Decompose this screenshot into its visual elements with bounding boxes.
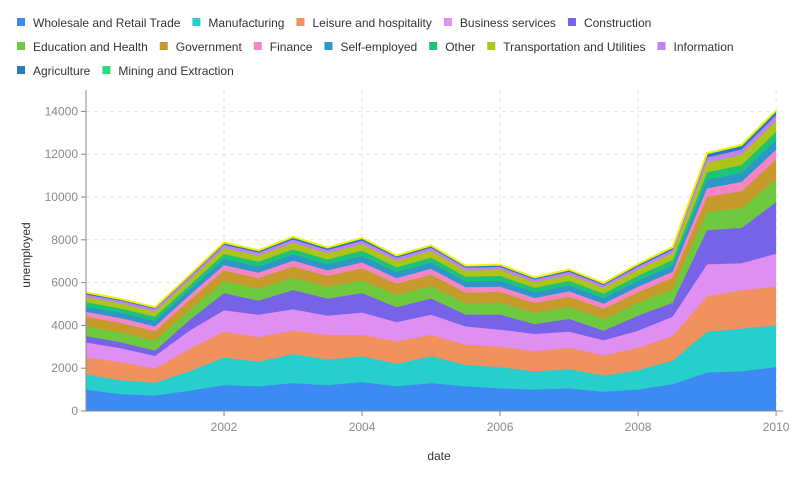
stack-top-outline [85,109,777,309]
legend-item-other[interactable]: Other [429,40,475,54]
y-axis-title: unemployed [19,222,33,287]
area-manufacturing [86,325,777,396]
legend-item-transportation-and-utilities[interactable]: Transportation and Utilities [487,40,646,54]
legend-item-construction[interactable]: Construction [567,16,651,30]
area-wholesale-and-retail-trade [86,367,777,411]
legend-label: Manufacturing [208,16,284,30]
legend-label: Business services [460,16,556,30]
x-tick-label: 2006 [487,420,514,434]
x-tick-label: 2002 [211,420,238,434]
y-tick-label: 2000 [51,361,78,375]
legend-swatch [17,66,25,74]
legend-label: Government [176,40,243,54]
legend-swatch [253,42,262,50]
legend-swatch [429,42,438,50]
ticks: 0 2000 4000 6000 8000 10000 12000 14000 2002 2004… [45,104,790,434]
legend: Wholesale and Retail Trade Manufacturing L… [17,16,734,78]
legend-label: Self-employed [340,40,417,54]
legend-item-education-and-health[interactable]: Education and Health [17,40,148,54]
legend-item-self-employed[interactable]: Self-employed [324,40,417,54]
legend-swatch [487,42,496,50]
y-tick-label: 8000 [51,233,78,247]
legend-label: Transportation and Utilities [503,40,645,54]
y-tick-label: 4000 [51,318,78,332]
legend-item-agriculture[interactable]: Agriculture [17,64,91,78]
y-tick-label: 0 [71,404,78,418]
legend-swatch [657,42,666,50]
legend-item-wholesale-and-retail-trade[interactable]: Wholesale and Retail Trade [17,16,181,30]
legend-label: Information [674,40,734,54]
legend-swatch [102,66,111,74]
legend-item-finance[interactable]: Finance [253,40,313,54]
legend-item-manufacturing[interactable]: Manufacturing [192,16,284,30]
legend-swatch [567,18,576,26]
legend-item-mining-and-extraction[interactable]: Mining and Extraction [102,64,234,78]
legend-label: Other [445,40,475,54]
y-tick-label: 10000 [45,190,79,204]
legend-label: Leisure and hospitality [312,16,431,30]
legend-item-leisure-and-hospitality[interactable]: Leisure and hospitality [296,16,432,30]
legend-swatch [324,42,333,50]
legend-label: Construction [584,16,651,30]
legend-item-business-services[interactable]: Business services [443,16,556,30]
legend-label: Wholesale and Retail Trade [33,16,181,30]
legend-swatch [296,18,305,26]
axes [85,90,783,412]
y-tick-label: 6000 [51,276,78,290]
legend-item-information[interactable]: Information [657,40,734,54]
x-axis-title: date [427,449,451,463]
legend-label: Finance [270,40,313,54]
legend-item-government[interactable]: Government [159,40,243,54]
legend-swatch [17,42,25,50]
legend-swatch [159,42,168,50]
x-tick-label: 2004 [349,420,376,434]
y-tick-label: 14000 [45,104,79,118]
legend-label: Agriculture [33,64,91,78]
legend-swatch [192,18,201,26]
y-tick-label: 12000 [45,147,79,161]
x-tick-label: 2010 [763,420,790,434]
legend-swatch [17,18,25,26]
legend-swatch [443,18,452,26]
area-leisure-and-hospitality [86,286,777,383]
series-areas [85,109,777,411]
legend-label: Mining and Extraction [118,64,233,78]
legend-label: Education and Health [33,40,148,54]
x-tick-label: 2008 [625,420,652,434]
